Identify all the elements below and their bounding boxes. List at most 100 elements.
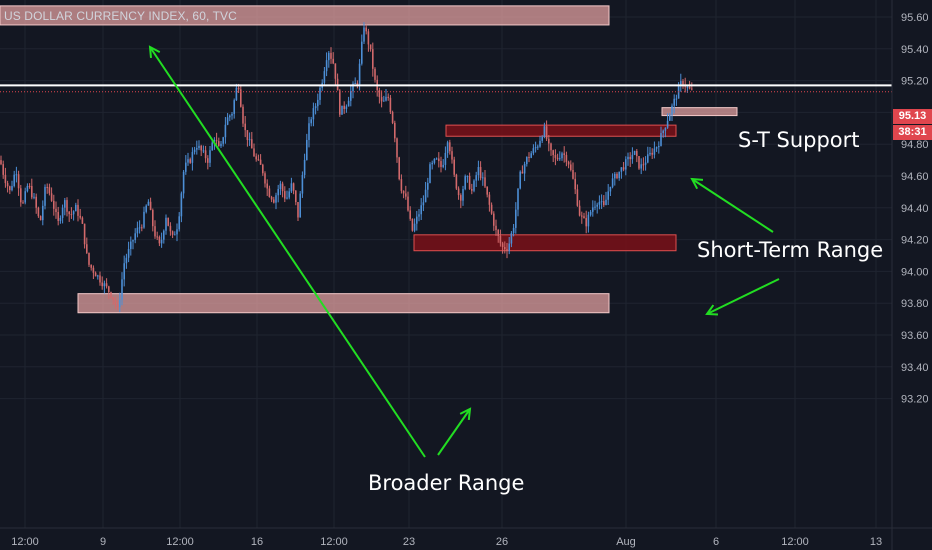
countdown-tag: 38:31 [893, 125, 932, 140]
candle-body [618, 171, 620, 179]
candle-body [435, 158, 438, 160]
candle-body [394, 122, 396, 139]
candle-body [253, 148, 255, 157]
candle-body [292, 183, 295, 191]
candle-body [88, 252, 90, 265]
candle-body [171, 231, 174, 235]
candle-body [99, 275, 101, 283]
candle-body [420, 205, 422, 215]
candle-body [125, 257, 128, 264]
candle-body [589, 211, 592, 215]
last-price-tag: 95.13 [893, 109, 932, 124]
candle-body [176, 229, 178, 235]
candle-body [512, 227, 515, 234]
broader-range-arrow-up-left [149, 46, 426, 458]
candle-body [383, 100, 385, 102]
candle-body [438, 158, 440, 162]
candle-body [374, 68, 376, 80]
candle-body [57, 212, 59, 221]
y-tick-label: 94.80 [901, 139, 929, 151]
candle-body [400, 179, 403, 191]
candle-body [39, 216, 42, 221]
broader-range-bottom-zone [77, 293, 610, 314]
candle-body [345, 106, 348, 110]
candle-body [295, 190, 297, 203]
broader-range-arrow-up-left-head [148, 45, 161, 59]
candle-body [625, 159, 627, 170]
candle-body [501, 243, 504, 248]
candle-body [17, 174, 20, 189]
candle-body [242, 106, 244, 124]
candle-body [330, 52, 332, 59]
y-tick-label: 93.60 [901, 330, 929, 342]
candle-body [431, 162, 433, 165]
candle-body [356, 82, 359, 85]
candle-body [576, 189, 579, 206]
candle-body [636, 150, 638, 157]
candle-body [0, 160, 2, 165]
candle-body [31, 186, 33, 198]
short-term-range-arrow-bottom-head [705, 304, 719, 316]
candle-body [409, 210, 411, 219]
candle-body [642, 164, 645, 166]
candle-body [462, 189, 464, 201]
candle-body [310, 119, 312, 124]
y-tick-label: 95.40 [901, 44, 929, 56]
candle-body [365, 27, 367, 32]
annotation-arrows [148, 45, 780, 458]
candle-body [407, 196, 409, 211]
short-term-range-arrow-top-head [690, 177, 704, 190]
candle-body [343, 105, 345, 110]
candle-body [308, 123, 310, 140]
candle-body [110, 292, 112, 298]
candle-body [9, 186, 11, 191]
candle-body [86, 244, 88, 253]
candle-body [127, 248, 130, 258]
candle-body [286, 197, 288, 199]
candle-body [2, 164, 4, 175]
candle-body [222, 137, 224, 144]
st-support-zone [661, 107, 738, 117]
y-tick-label: 93.40 [901, 362, 929, 374]
candle-body [561, 153, 563, 159]
candle-body [521, 171, 524, 174]
candle-body [264, 173, 266, 184]
candle-body [622, 167, 625, 170]
short-term-range-arrow-top [691, 178, 774, 233]
y-tick-label: 94.40 [901, 203, 929, 215]
candle-body [455, 174, 458, 189]
candle-body [218, 141, 220, 147]
candle-body [314, 106, 317, 109]
candle-body [255, 156, 257, 160]
candle-body [169, 225, 172, 232]
candle-body [614, 173, 616, 179]
candle-body [185, 162, 187, 172]
candle-body [319, 87, 321, 100]
broader-range-label: Broader Range [368, 471, 525, 495]
candle-body [240, 89, 242, 107]
short-term-range-label: Short-Term Range [697, 238, 884, 262]
candle-body [396, 138, 398, 158]
candle-body [105, 283, 108, 287]
candle-body [457, 188, 460, 196]
candle-body [484, 177, 486, 187]
candle-body [537, 146, 539, 148]
candle-body [572, 169, 574, 179]
candle-body [103, 283, 106, 287]
candle-body [28, 185, 31, 187]
candle-body [638, 156, 640, 169]
candle-body [660, 133, 662, 146]
candle-body [554, 155, 557, 158]
candle-body [193, 149, 196, 152]
candle-body [178, 216, 180, 230]
candle-body [165, 217, 167, 231]
candle-body [257, 159, 260, 161]
candle-body [156, 236, 158, 238]
candlesticks [0, 22, 693, 313]
candle-body [244, 123, 246, 131]
candle-body [666, 120, 669, 128]
candle-body [653, 148, 656, 155]
candle-body [526, 157, 528, 165]
candle-body [391, 112, 394, 123]
